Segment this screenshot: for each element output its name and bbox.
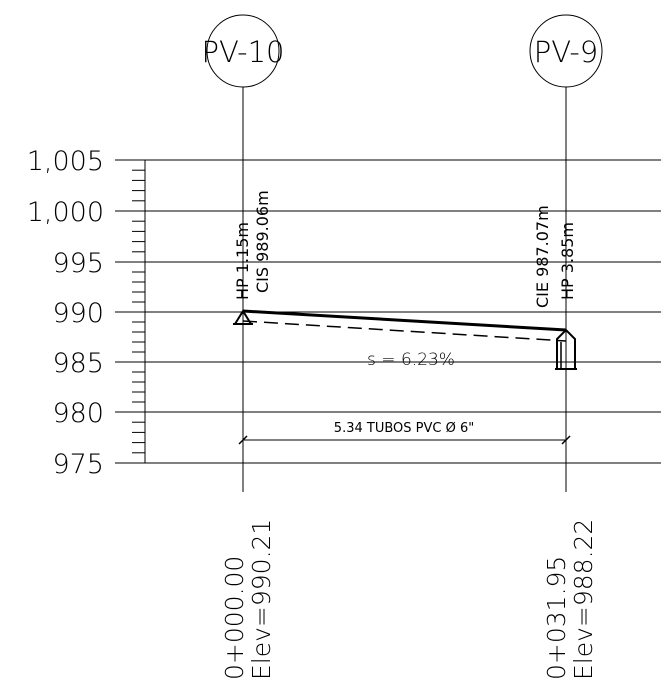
node-pv10-label: PV-10 — [202, 35, 285, 69]
node-pv9: PV-9 — [529, 14, 603, 492]
pv10-cis-label: CIS 989.06m — [253, 190, 272, 293]
slope-label: s = 6.23% — [367, 350, 455, 370]
pv9-cie-label: CIE 987.07m — [533, 205, 552, 308]
y-tick-label: 1,005 — [27, 146, 104, 177]
dimension-tick-left — [238, 435, 248, 445]
pipe-label: 5.34 TUBOS PVC Ø 6" — [334, 421, 474, 436]
pv10-elevation: Elev=990.21 — [247, 519, 276, 680]
node-pv10: PV-10 — [202, 14, 285, 492]
elevation-grid — [115, 159, 661, 464]
y-tick-label: 975 — [52, 449, 104, 480]
pv10-station: 0+000.00 — [220, 556, 249, 680]
y-tick-label: 980 — [52, 398, 104, 429]
pv9-station-labels: 0+031.95 Elev=988.22 — [542, 519, 598, 680]
y-tick-label: 995 — [52, 248, 104, 279]
pv10-station-labels: 0+000.00 Elev=990.21 — [220, 519, 276, 680]
ground-profile-line — [242, 309, 567, 332]
node-pv9-label: PV-9 — [534, 35, 599, 69]
pipe-length-dimension: 5.34 TUBOS PVC Ø 6" — [238, 421, 571, 445]
y-tick-label: 985 — [52, 348, 104, 379]
dimension-tick-right — [561, 435, 571, 445]
pv9-elevation: Elev=988.22 — [569, 519, 598, 680]
ruler-minor-ticks — [132, 169, 145, 454]
elevation-ruler — [132, 160, 146, 463]
y-tick-label: 1,000 — [27, 197, 104, 228]
pv9-annotations: CIE 987.07m HP 3.85m — [533, 205, 577, 308]
pv10-hp-label: HP 1.15m — [233, 222, 252, 300]
y-tick-label: 990 — [52, 298, 104, 329]
pv9-hp-label: HP 3.85m — [558, 222, 577, 300]
manhole-pv10 — [233, 309, 253, 325]
y-axis-labels: 1,005 1,000 995 990 985 980 975 — [27, 146, 104, 480]
pv9-station: 0+031.95 — [542, 556, 571, 680]
pv10-annotations: HP 1.15m CIS 989.06m — [233, 190, 272, 300]
pipe-invert-line — [242, 320, 567, 342]
